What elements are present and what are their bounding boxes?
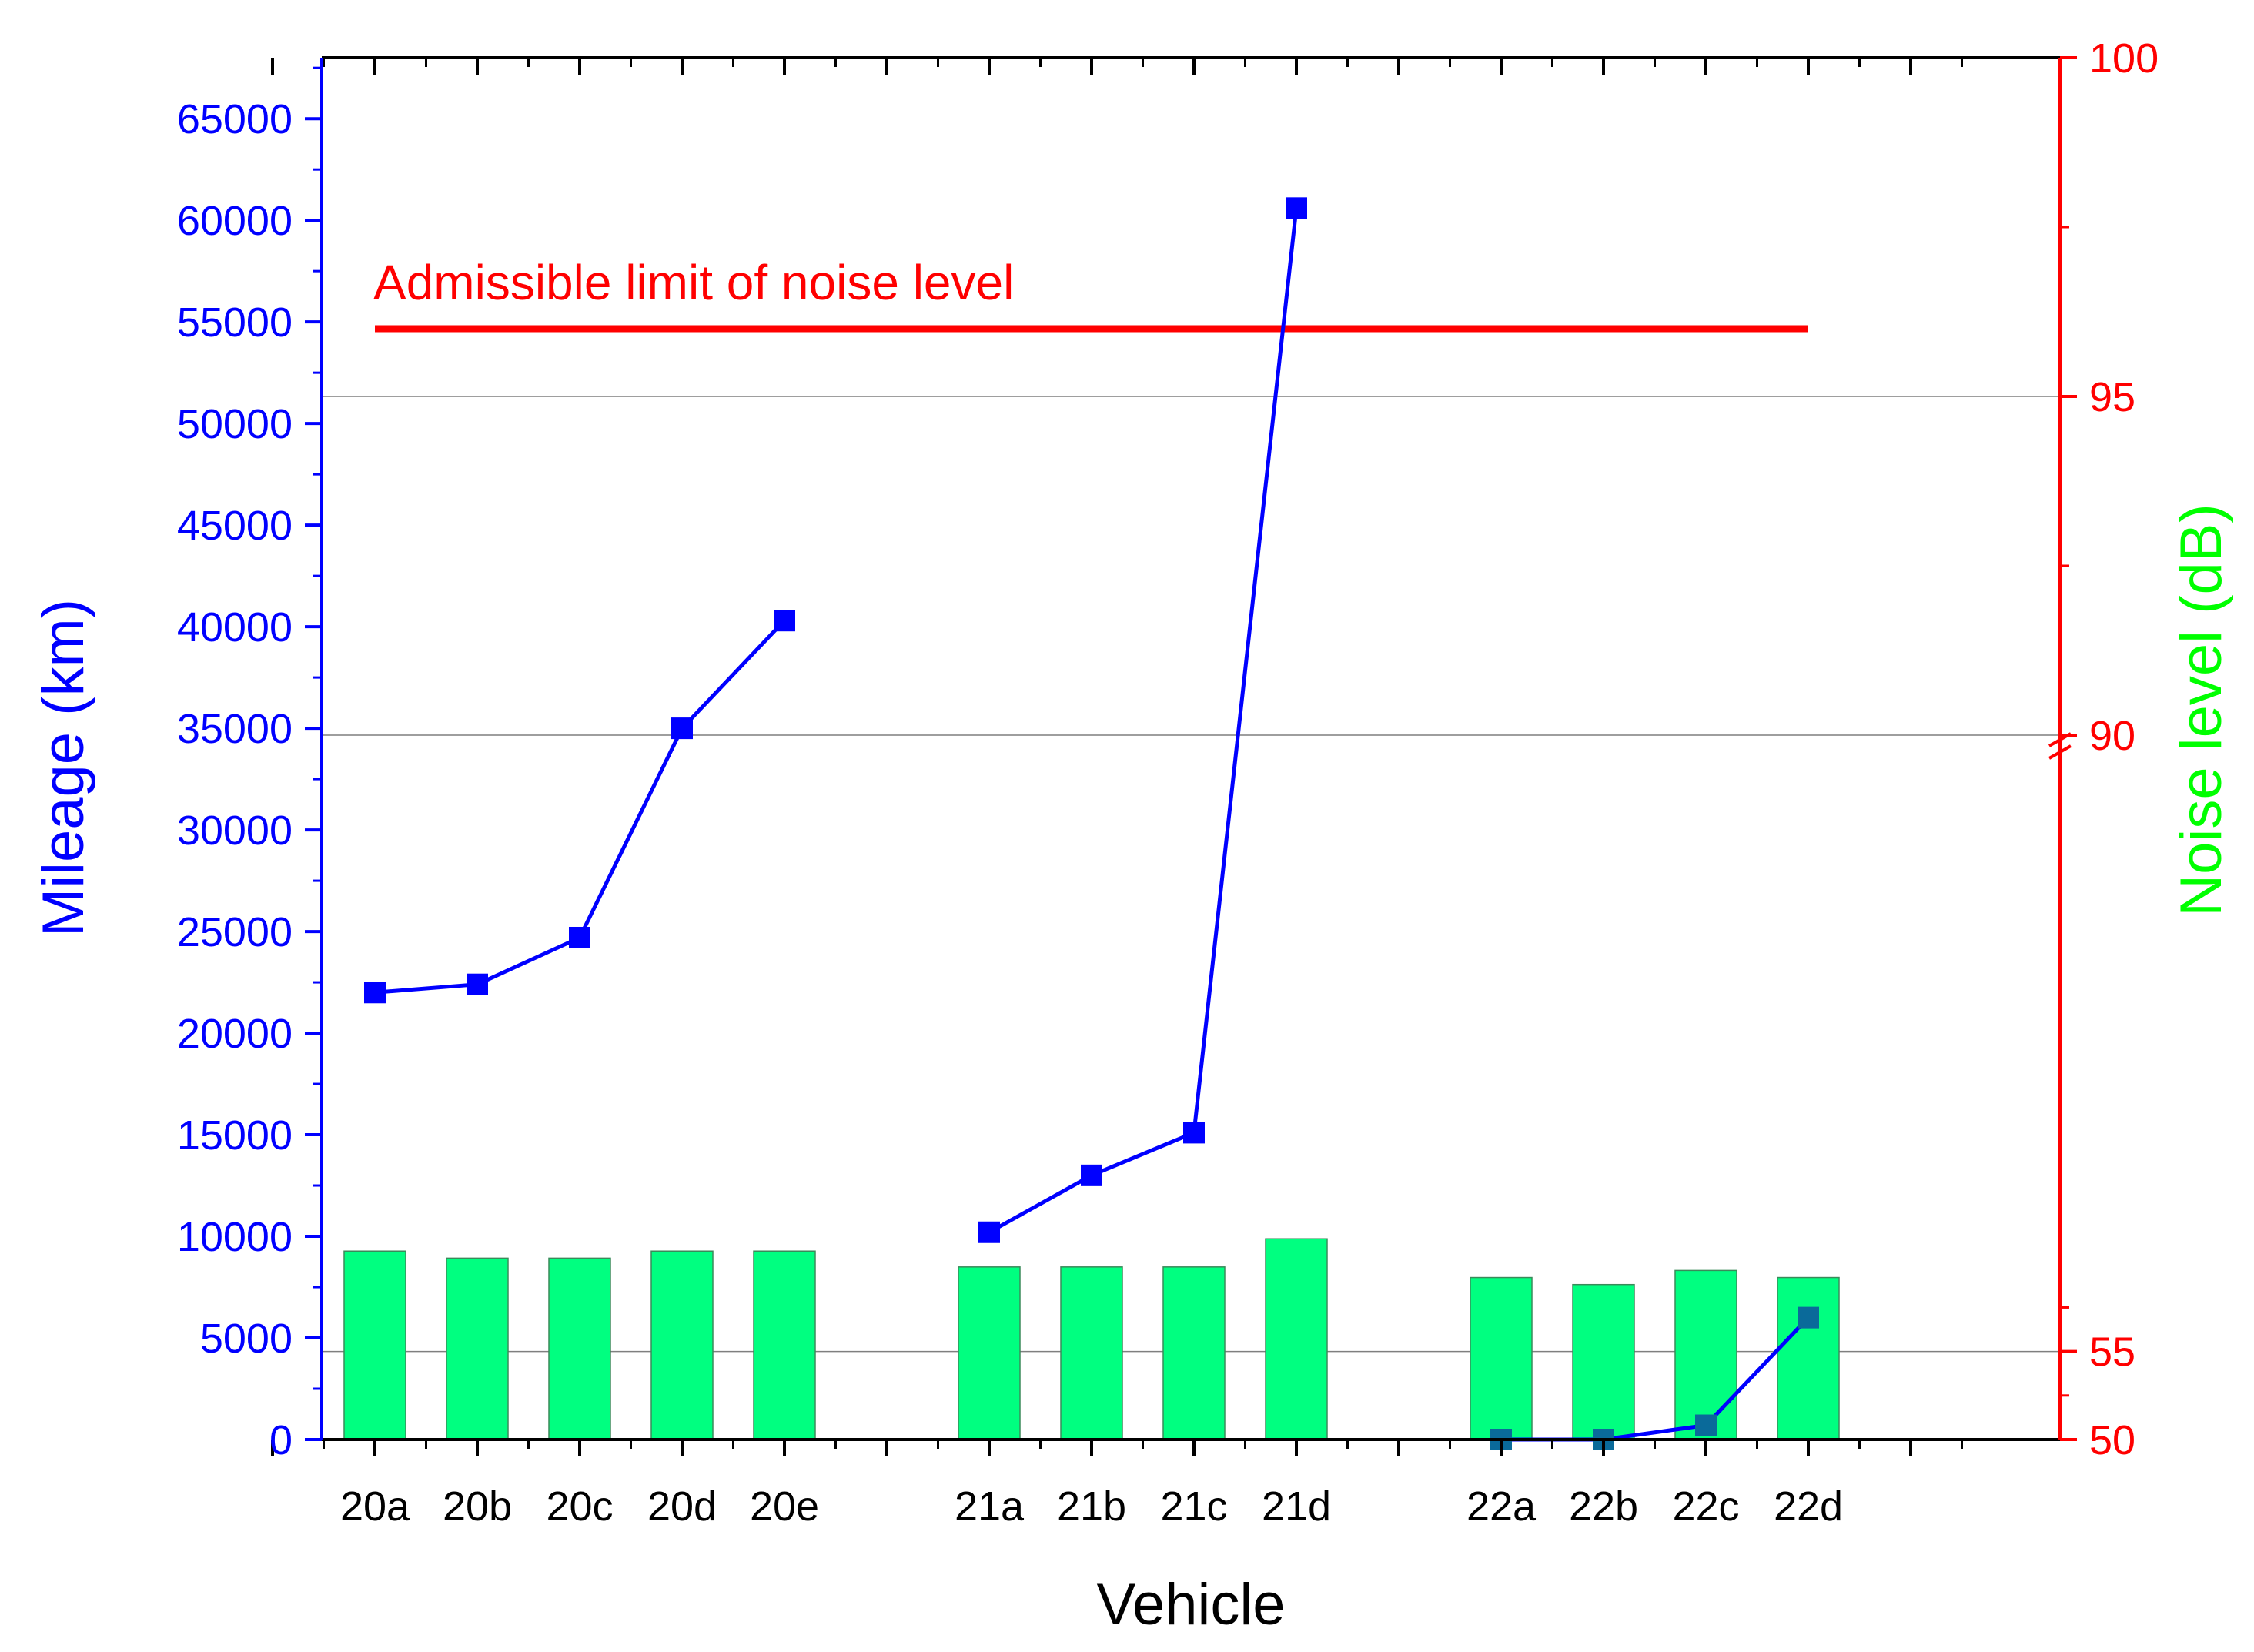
x-tick-label-20a: 20a — [340, 1483, 410, 1530]
mileage-point-20a — [364, 982, 386, 1004]
axes — [271, 56, 2077, 1456]
noise-bar-20d — [650, 1250, 714, 1440]
noise-bar-22a — [1470, 1276, 1533, 1440]
left-tick-label: 25000 — [177, 909, 293, 955]
x-tick-label-22a: 22a — [1466, 1483, 1537, 1530]
noise-bar-20e — [753, 1250, 816, 1440]
right-axis-title: Noise level (dB) — [2169, 503, 2234, 916]
mileage-point-21d — [1286, 197, 1307, 219]
noise-bar-22c — [1674, 1269, 1737, 1440]
x-tick-labels: 20a 20b 20c 20d 20e 21a 21b 21c 21d 22a 22b 22c 22d — [340, 1483, 1843, 1530]
right-tick-label: 55 — [2089, 1329, 2135, 1376]
mileage-point-22d — [1798, 1306, 1819, 1329]
mileage-point-20b — [467, 973, 488, 995]
left-tick-label: 65000 — [177, 96, 293, 142]
x-tick-label-22d: 22d — [1774, 1483, 1843, 1530]
x-tick-label-22b: 22b — [1569, 1483, 1638, 1530]
mileage-point-21c — [1183, 1122, 1205, 1144]
left-tick-label: 45000 — [177, 503, 293, 549]
left-tick-label: 35000 — [177, 706, 293, 752]
mileage-point-22c — [1695, 1414, 1717, 1436]
right-tick-labels: 50 55 90 95 100 — [2089, 35, 2159, 1463]
left-tick-label: 0 — [269, 1417, 293, 1463]
left-tick-label: 60000 — [177, 198, 293, 244]
noise-bar-21d — [1265, 1238, 1328, 1440]
left-tick-label: 5000 — [200, 1316, 293, 1362]
bar-series — [343, 1238, 1840, 1440]
right-tick-label: 100 — [2089, 35, 2159, 82]
noise-bar-22d — [1777, 1276, 1840, 1440]
mileage-line-segment-1 — [988, 208, 1299, 1234]
left-tick-label: 55000 — [177, 299, 293, 346]
noise-bar-20b — [446, 1257, 509, 1440]
x-tick-label-21b: 21b — [1057, 1483, 1126, 1530]
mileage-point-20c — [569, 926, 590, 948]
x-tick-label-21d: 21d — [1262, 1483, 1331, 1530]
x-tick-label-20c: 20c — [546, 1483, 613, 1530]
right-tick-label: 50 — [2089, 1417, 2135, 1463]
x-tick-label-20d: 20d — [647, 1483, 717, 1530]
left-tick-label: 50000 — [177, 401, 293, 447]
x-tick-label-20e: 20e — [750, 1483, 819, 1530]
left-axis-title: Mileage (km) — [31, 599, 96, 937]
noise-bar-22b — [1572, 1283, 1635, 1440]
right-tick-label: 95 — [2089, 374, 2135, 420]
left-tick-label: 30000 — [177, 808, 293, 854]
noise-bar-20c — [548, 1257, 611, 1440]
right-tick-label: 90 — [2089, 713, 2135, 759]
left-tick-label: 15000 — [177, 1112, 293, 1159]
mileage-point-21b — [1081, 1164, 1102, 1186]
left-tick-label: 20000 — [177, 1011, 293, 1057]
mileage-point-21a — [978, 1221, 1000, 1243]
x-tick-label-20b: 20b — [443, 1483, 512, 1530]
left-tick-label: 40000 — [177, 604, 293, 650]
mileage-point-20e — [774, 610, 795, 632]
axis-break-mark — [2048, 744, 2072, 760]
noise-bar-21c — [1162, 1266, 1226, 1440]
mileage-line-segment-2 — [1501, 1316, 1810, 1442]
noise-bar-21a — [958, 1266, 1021, 1440]
left-tick-label: 10000 — [177, 1214, 293, 1260]
mileage-point-20d — [671, 717, 693, 740]
gridlines — [322, 396, 2060, 1353]
x-tick-label-21a: 21a — [955, 1483, 1025, 1530]
admissible-limit-label: Admissible limit of noise level — [373, 255, 1014, 310]
admissible-limit: Admissible limit of noise level — [373, 255, 1808, 333]
axis-break-mark — [2048, 732, 2072, 747]
x-tick-label-21c: 21c — [1160, 1483, 1227, 1530]
left-tick-labels: 0 5000 10000 15000 20000 25000 30000 35000 40000… — [177, 96, 293, 1463]
noise-bar-21b — [1060, 1266, 1123, 1440]
x-tick-label-22c: 22c — [1672, 1483, 1739, 1530]
noise-bar-20a — [343, 1250, 406, 1440]
x-axis-title: Vehicle — [1096, 1572, 1285, 1637]
